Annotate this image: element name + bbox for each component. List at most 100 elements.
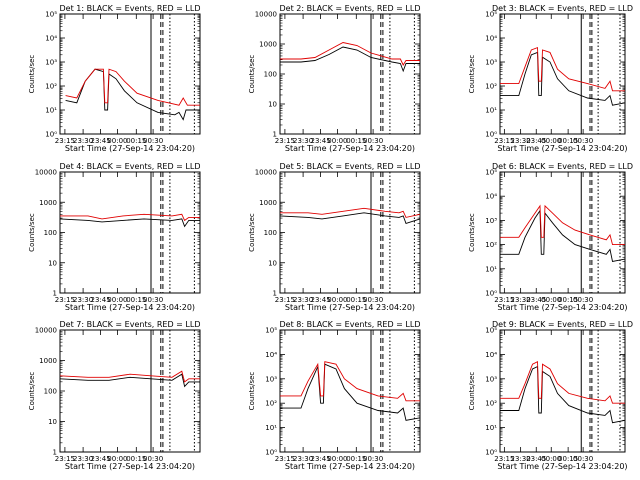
y-tick-label: 10³ bbox=[485, 375, 497, 383]
x-axis-label: Start Time (27-Sep-14 23:04:20) bbox=[497, 462, 627, 471]
x-tick-label: 00:30 bbox=[363, 296, 383, 304]
x-tick-label: 23:45 bbox=[526, 455, 546, 463]
y-tick-label: 10000 bbox=[35, 327, 57, 335]
x-tick-label: 23:15 bbox=[494, 455, 514, 463]
y-tick-label: 10 bbox=[48, 259, 57, 267]
x-tick-label: 23:15 bbox=[55, 137, 75, 145]
x-tick-label: 23:30 bbox=[73, 137, 93, 145]
y-tick-label: 10² bbox=[45, 83, 57, 91]
y-tick-label: 10⁵ bbox=[485, 11, 497, 19]
y-tick-label: 10¹ bbox=[485, 107, 497, 115]
x-tick-label: 23:45 bbox=[311, 296, 331, 304]
plot-frame bbox=[59, 329, 201, 453]
y-tick-label: 1 bbox=[273, 131, 277, 139]
x-tick-label: 00:15 bbox=[346, 137, 366, 145]
panel-title: Det 1: BLACK = Events, RED = LLD bbox=[60, 4, 201, 13]
x-tick-label: 00:15 bbox=[346, 455, 366, 463]
y-axis-label: Counts/sec bbox=[468, 55, 476, 94]
y-tick-label: 10⁰ bbox=[485, 131, 497, 139]
plot-frame bbox=[59, 171, 201, 294]
y-tick-label: 10 bbox=[268, 101, 277, 109]
x-tick-label: 00:15 bbox=[558, 296, 578, 304]
panel-9: Det 9: BLACK = Events, RED = LLD Counts/s… bbox=[468, 320, 633, 471]
x-tick-label: 00:15 bbox=[126, 455, 146, 463]
series-events-line bbox=[500, 51, 626, 106]
y-tick-label: 10⁵ bbox=[45, 11, 57, 19]
y-tick-label: 1 bbox=[53, 290, 57, 298]
panel-3: Det 3: BLACK = Events, RED = LLD Counts/s… bbox=[468, 4, 633, 153]
x-tick-label: 23:30 bbox=[293, 137, 313, 145]
x-tick-label: 23:15 bbox=[275, 137, 295, 145]
panel-title: Det 9: BLACK = Events, RED = LLD bbox=[492, 320, 633, 329]
y-axis-label: Counts/sec bbox=[248, 213, 256, 252]
x-tick-label: 00:30 bbox=[363, 137, 383, 145]
x-tick-label: 23:45 bbox=[526, 296, 546, 304]
y-tick-label: 10000 bbox=[35, 169, 57, 177]
panel-title: Det 8: BLACK = Events, RED = LLD bbox=[280, 320, 421, 329]
y-tick-label: 10⁴ bbox=[485, 193, 497, 201]
y-tick-label: 10¹ bbox=[45, 107, 57, 115]
y-axis-label: Counts/sec bbox=[28, 372, 36, 411]
y-tick-label: 10² bbox=[485, 83, 497, 91]
x-tick-label: 23:30 bbox=[511, 137, 531, 145]
x-tick-label: 23:45 bbox=[311, 137, 331, 145]
y-tick-label: 10⁰ bbox=[485, 449, 497, 457]
y-tick-label: 10000 bbox=[255, 169, 277, 177]
x-tick-label: 23:30 bbox=[511, 455, 531, 463]
y-axis-label: Counts/sec bbox=[28, 213, 36, 252]
y-tick-label: 1000 bbox=[259, 41, 277, 49]
y-tick-label: 100 bbox=[44, 229, 57, 237]
x-tick-label: 00:30 bbox=[143, 296, 163, 304]
y-tick-label: 10⁵ bbox=[485, 327, 497, 335]
y-tick-label: 10¹ bbox=[485, 424, 497, 432]
y-tick-label: 1000 bbox=[39, 357, 57, 365]
series-events-line bbox=[59, 218, 200, 228]
series-events-line bbox=[279, 212, 421, 224]
panel-title: Det 7: BLACK = Events, RED = LLD bbox=[60, 320, 201, 329]
panel-title: Det 2: BLACK = Events, RED = LLD bbox=[280, 4, 421, 13]
y-tick-label: 10³ bbox=[485, 59, 497, 67]
x-tick-label: 23:45 bbox=[526, 137, 546, 145]
plot-frame bbox=[499, 171, 626, 294]
x-tick-label: 00:00 bbox=[541, 296, 561, 304]
x-axis-label: Start Time (27-Sep-14 23:04:20) bbox=[65, 144, 195, 153]
panel-7: Det 7: BLACK = Events, RED = LLD Counts/s… bbox=[28, 320, 201, 471]
x-tick-label: 23:15 bbox=[55, 296, 75, 304]
series-events-line bbox=[500, 209, 626, 263]
y-tick-label: 100 bbox=[44, 388, 57, 396]
x-tick-label: 00:00 bbox=[541, 455, 561, 463]
x-tick-label: 00:00 bbox=[327, 296, 347, 304]
panel-2: Det 2: BLACK = Events, RED = LLD Counts/s… bbox=[248, 4, 421, 153]
x-tick-label: 00:30 bbox=[573, 455, 593, 463]
plot-frame bbox=[59, 13, 201, 135]
x-axis-label: Start Time (27-Sep-14 23:04:20) bbox=[285, 144, 415, 153]
plot-frame bbox=[279, 171, 421, 294]
y-axis-label: Counts/sec bbox=[468, 372, 476, 411]
y-tick-label: 10³ bbox=[45, 59, 57, 67]
y-tick-label: 10⁴ bbox=[265, 351, 277, 359]
series-lld-line bbox=[65, 68, 200, 106]
y-tick-label: 10¹ bbox=[265, 424, 277, 432]
y-axis-label: Counts/sec bbox=[248, 55, 256, 94]
series-lld-line bbox=[500, 204, 625, 246]
series-events-line bbox=[59, 373, 200, 388]
x-tick-label: 00:30 bbox=[573, 137, 593, 145]
x-tick-label: 00:30 bbox=[363, 455, 383, 463]
y-tick-label: 10⁴ bbox=[485, 35, 497, 43]
x-tick-label: 23:45 bbox=[91, 296, 111, 304]
y-tick-label: 10² bbox=[265, 400, 277, 408]
x-tick-label: 23:15 bbox=[275, 455, 295, 463]
x-tick-label: 23:15 bbox=[275, 296, 295, 304]
y-tick-label: 100 bbox=[264, 229, 277, 237]
y-tick-label: 10² bbox=[485, 241, 497, 249]
panel-6: Det 6: BLACK = Events, RED = LLD Counts/s… bbox=[468, 162, 633, 312]
series-lld-line bbox=[59, 370, 200, 383]
series-events-line bbox=[500, 365, 626, 424]
x-axis-label: Start Time (27-Sep-14 23:04:20) bbox=[497, 303, 627, 312]
x-axis-label: Start Time (27-Sep-14 23:04:20) bbox=[285, 303, 415, 312]
x-tick-label: 00:00 bbox=[327, 455, 347, 463]
y-axis-label: Counts/sec bbox=[468, 213, 476, 252]
x-axis-label: Start Time (27-Sep-14 23:04:20) bbox=[497, 144, 627, 153]
panel-5: Det 5: BLACK = Events, RED = LLD Counts/s… bbox=[248, 162, 421, 312]
